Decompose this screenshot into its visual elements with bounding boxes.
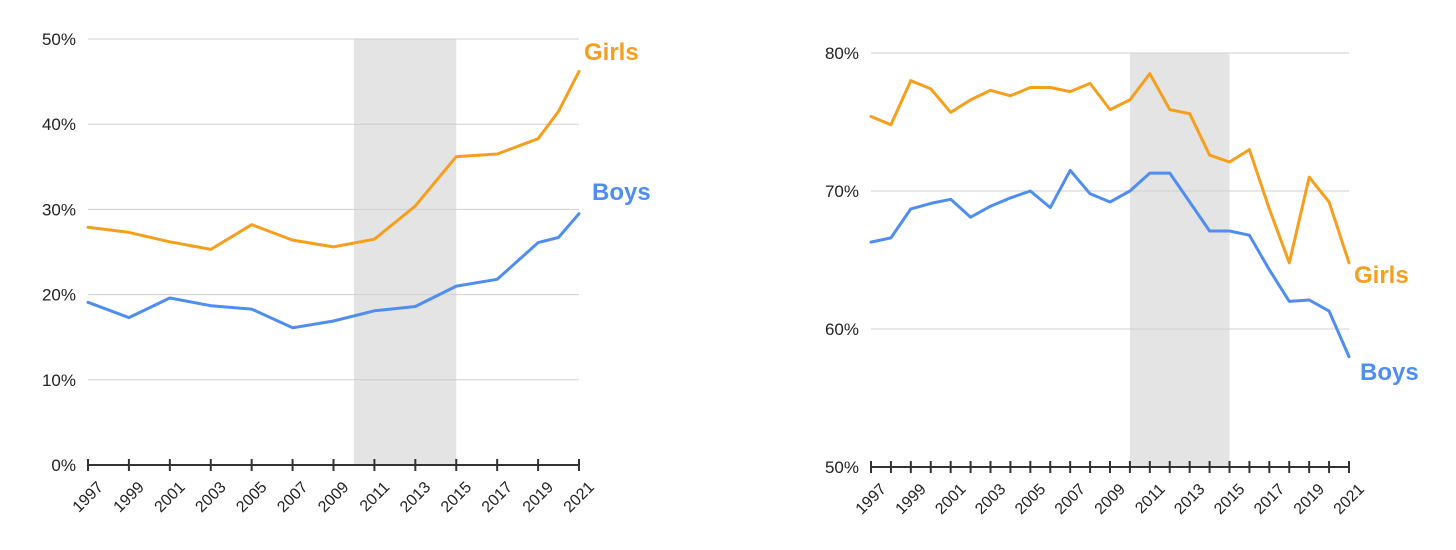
shaded-period <box>353 39 457 465</box>
x-tick-label: 2005 <box>1012 481 1049 518</box>
y-tick-label: 80% <box>825 44 859 63</box>
x-tick-label: 2001 <box>152 479 189 516</box>
series-label-girls: Girls <box>1354 262 1409 289</box>
x-tick-label: 2011 <box>1132 481 1168 517</box>
x-tick-label: 2013 <box>397 479 434 516</box>
y-tick-label: 30% <box>42 200 76 219</box>
y-tick-label: 50% <box>825 458 859 477</box>
x-tick-label: 2005 <box>233 479 270 516</box>
chart-left: 0%10%20%30%40%50%1997 1999 2001 2003 2005 200… <box>42 30 651 516</box>
x-tick-label: 2001 <box>932 481 969 518</box>
x-tick-label: 2009 <box>1092 481 1129 518</box>
x-tick-label: 2021 <box>1331 481 1368 518</box>
y-tick-label: 40% <box>42 115 76 134</box>
shaded-period <box>1129 53 1230 467</box>
series-label-girls: Girls <box>584 39 639 66</box>
series-label-boys: Boys <box>592 179 651 206</box>
series-line-boys <box>86 212 581 330</box>
y-tick-label: 70% <box>825 182 859 201</box>
x-tick-label: 2019 <box>1291 481 1328 518</box>
x-tick-label: 1999 <box>893 481 930 518</box>
x-tick-label: 1999 <box>111 479 148 516</box>
y-tick-label: 50% <box>42 30 76 49</box>
x-tick-label: 2007 <box>274 479 311 516</box>
x-tick-label: 2003 <box>972 481 1009 518</box>
x-tick-label: 2009 <box>315 479 352 516</box>
x-tick-label: 2019 <box>520 479 557 516</box>
series-line-boys <box>869 168 1351 359</box>
y-tick-label: 0% <box>51 456 76 475</box>
x-tick-label: 2011 <box>357 479 393 515</box>
series-line-girls <box>869 72 1351 265</box>
x-tick-label: 1997 <box>853 481 890 518</box>
x-tick-label: 2021 <box>561 479 598 516</box>
x-tick-label: 2013 <box>1171 481 1208 518</box>
chart-right: 50% 60% 70% 80% 1997 1999 2001 2003 2005 2007 2009… <box>825 44 1419 518</box>
y-tick-label: 60% <box>825 320 859 339</box>
y-tick-label: 10% <box>42 371 76 390</box>
x-tick-label: 2017 <box>479 479 516 516</box>
x-tick-label: 2003 <box>192 479 229 516</box>
y-tick-label: 20% <box>42 286 76 305</box>
x-tick-label: 2015 <box>438 479 475 516</box>
series-label-boys: Boys <box>1360 359 1419 386</box>
x-tick-label: 2017 <box>1251 481 1288 518</box>
x-tick-label: 2015 <box>1211 481 1248 518</box>
series-line-girls <box>86 69 581 251</box>
x-tick-label: 1997 <box>70 479 107 516</box>
x-tick-label: 2007 <box>1052 481 1089 518</box>
